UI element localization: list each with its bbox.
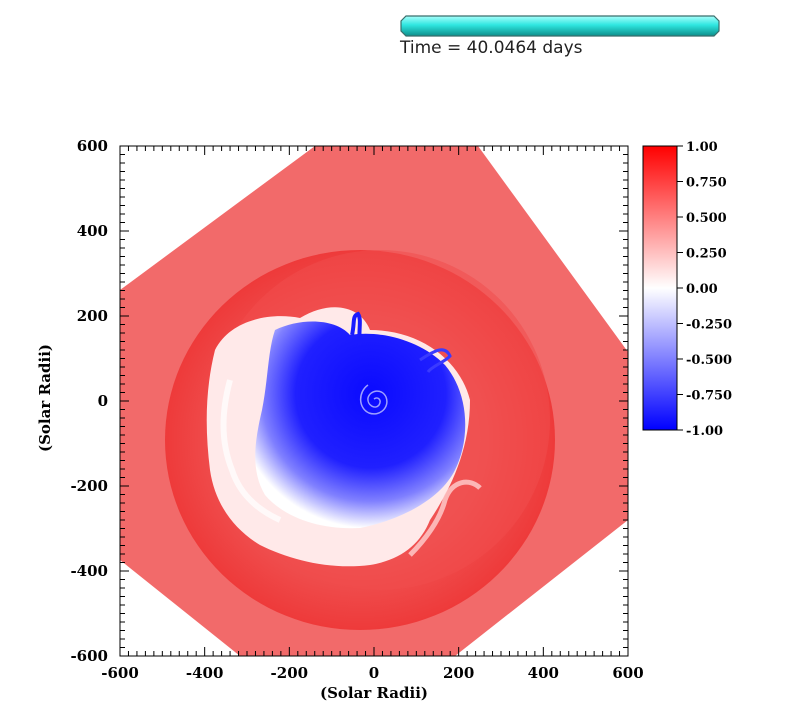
dense-core bbox=[255, 321, 466, 529]
filament-top bbox=[350, 311, 362, 346]
x-axis-title: (Solar Radii) bbox=[320, 684, 428, 702]
x-axis: -600 -400 -200 0 200 400 600 bbox=[101, 146, 644, 682]
colorbar-tick-label: -1.00 bbox=[686, 424, 723, 439]
core-spiral bbox=[359, 384, 388, 415]
y-tick-label: 400 bbox=[77, 222, 108, 240]
x-tick-label: -400 bbox=[186, 664, 224, 682]
x-tick-label: -200 bbox=[271, 664, 309, 682]
colorbar-tick-label: 0.750 bbox=[686, 176, 727, 191]
colorbar-tick-label: 0.250 bbox=[686, 247, 727, 262]
filament-lower bbox=[408, 479, 482, 557]
colorbar-tick-label: 0.00 bbox=[686, 282, 718, 297]
x-tick-label: 200 bbox=[443, 664, 474, 682]
y-axis: 600 400 200 0 -200 -400 -600 bbox=[70, 137, 628, 665]
y-axis-title: (Solar Radii) bbox=[36, 344, 54, 452]
colorbar-tick-label: 1.00 bbox=[686, 140, 718, 155]
x-tick-label: 400 bbox=[528, 664, 559, 682]
colorbar-tick-label: -0.500 bbox=[686, 353, 732, 368]
x-tick-label: -600 bbox=[101, 664, 139, 682]
time-progress-bar bbox=[400, 15, 720, 37]
x-tick-label: 600 bbox=[612, 664, 643, 682]
x-tick-label: 0 bbox=[369, 664, 379, 682]
filament-left bbox=[220, 379, 282, 523]
colorbar-tick-label: 0.500 bbox=[686, 211, 727, 226]
filament-right bbox=[419, 348, 452, 373]
colorbar bbox=[642, 145, 678, 431]
y-tick-label: -200 bbox=[70, 477, 108, 495]
y-tick-label: 600 bbox=[77, 137, 108, 155]
colorbar-tick-label: -0.250 bbox=[686, 318, 732, 333]
progress-fill bbox=[400, 15, 720, 37]
time-label: Time = 40.0464 days bbox=[400, 38, 583, 58]
y-tick-label: 0 bbox=[98, 392, 108, 410]
colorbar-tick-label: -0.750 bbox=[686, 389, 732, 404]
y-tick-label: 200 bbox=[77, 307, 108, 325]
colorbar-ticks: 1.00 0.750 0.500 0.250 0.00 -0.250 -0.500 -0.75… bbox=[677, 140, 732, 439]
y-tick-label: -600 bbox=[70, 647, 108, 665]
y-tick-label: -400 bbox=[70, 562, 108, 580]
